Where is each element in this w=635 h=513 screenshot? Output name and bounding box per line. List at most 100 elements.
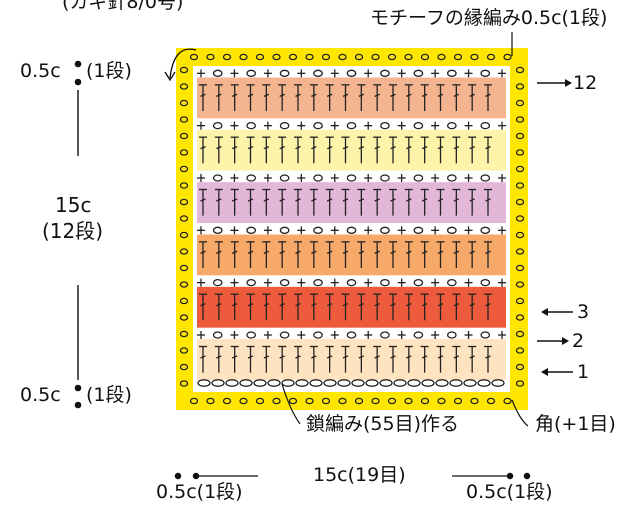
stitch-symbol [212,174,223,182]
stitch-symbol [431,226,440,235]
stitch-symbol [373,345,382,373]
stitch-symbol [230,121,239,130]
stitch-symbol [389,136,397,164]
stitch-symbol [357,84,366,112]
stitch-symbol [230,173,239,182]
stitch-symbol [436,84,445,112]
edging-stitch [515,83,525,90]
stitch-symbol [397,226,406,235]
stitch-symbol [357,136,366,164]
left-top-border-rows: (1段) [86,60,132,82]
chain-stitch [295,379,309,387]
stitch-symbol [480,331,491,339]
stitch-symbol [230,345,239,373]
stitch-symbol [214,345,223,373]
row-band [197,339,506,380]
stitch-symbol [498,69,506,78]
stitch-symbol [357,345,366,373]
stitch-symbol [413,279,424,287]
stitch-symbol [246,136,255,164]
stitch-symbol [278,84,287,112]
corner-label: 角(+1目) [535,413,616,435]
edging-stitch [453,397,463,405]
start-arrow [169,48,197,79]
stitch-symbol [484,241,492,269]
stitch-symbol [420,84,429,112]
stitch-symbol [373,241,382,269]
stitch-symbol [199,188,207,216]
stitch-symbol [498,121,506,130]
chain-stitch [323,379,337,387]
stitch-symbol [246,293,255,321]
stitch-symbol [364,69,373,78]
stitch-symbol [294,293,302,321]
stitch-symbol [262,241,271,269]
stitch-symbol [380,331,390,339]
stitch-symbol [389,241,397,269]
stitch-symbol [197,278,205,287]
height-label: 15c [55,193,92,217]
edging-stitch [515,314,525,321]
stitch-symbol [431,173,440,182]
stitch-symbol [294,136,302,164]
stitch-symbol [436,293,445,321]
chain-stitch [351,379,365,387]
left-bottom-border-rows: (1段) [86,384,132,406]
edging-stitch [515,380,525,387]
edging-stitch [387,397,397,405]
chain-stitch [449,379,463,387]
edging-stitch [515,264,525,272]
stitch-symbol [297,330,306,339]
stitch-symbol [325,136,334,164]
edging-stitch [515,198,525,206]
hook-size-label: (カギ針8/0号) [62,0,184,13]
stitch-symbol [364,226,373,235]
stitch-symbol [464,226,473,235]
stitch-symbol [262,136,271,164]
stitch-symbol [297,121,306,130]
stitch-symbol [330,69,339,78]
stitch-symbol [246,241,255,269]
edging-stitch [179,182,189,189]
stitch-symbol [313,122,323,130]
stitch-symbol [389,345,397,373]
stitch-symbol [413,331,424,339]
tick-dot [74,401,82,409]
edging-stitch [515,116,525,123]
stitch-symbol [294,84,302,112]
stitch-symbol [404,136,413,164]
edging-stitch [255,53,265,61]
chain-stitch [309,379,323,387]
edging-stitch [387,53,397,61]
chain-stitch [281,379,295,387]
stitch-symbol [279,279,290,287]
stitch-symbol [397,121,406,130]
stitch-symbol [197,226,205,235]
stitch-symbol [246,226,257,234]
edging-stitch [305,53,314,61]
row-band [197,286,506,328]
edging-stitch [453,53,463,61]
stitch-symbol [313,331,323,339]
stitch-symbol [397,278,406,287]
stitch-symbol [357,241,366,269]
edging-stitch [371,397,380,405]
chain-stitch [491,379,505,387]
stitch-symbol [346,69,357,77]
stitch-symbol [294,241,302,269]
chain-stitch [463,379,477,387]
stitch-symbol [294,188,302,216]
stitch-symbol [325,293,334,321]
chain-stitch [225,379,239,387]
edging-stitch [371,53,380,61]
stitch-symbol [468,136,477,164]
stitch-symbol [389,84,397,112]
stitch-symbol [420,345,429,373]
edging-stitch [179,198,189,206]
edging-stitch [437,397,446,405]
edging-stitch [179,215,189,222]
edging-stitch [515,363,525,371]
edging-stitch [515,66,525,74]
edging-stitch [515,149,525,156]
stitch-symbol [357,293,366,321]
